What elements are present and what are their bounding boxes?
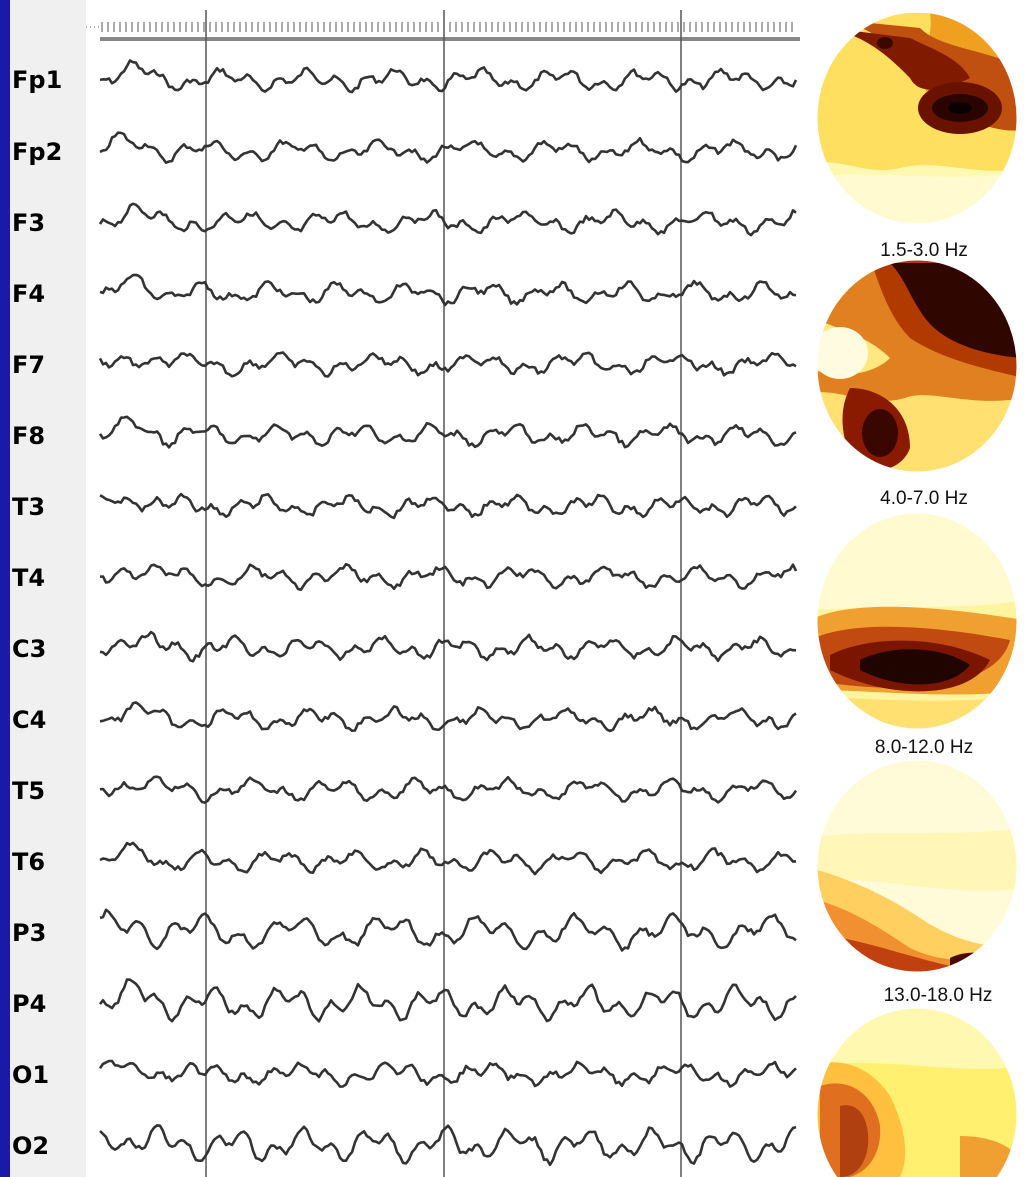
eeg-trace-panel [86,10,800,1177]
channel-label-p3: P3 [12,919,47,947]
eeg-trace-f7 [98,351,797,378]
eeg-trace-c4 [99,701,797,733]
eeg-trace-t4 [99,562,798,591]
channel-label-f4: F4 [12,280,46,308]
epoch-markers [205,10,682,1177]
channel-label-t5: T5 [12,777,46,805]
channel-label-t4: T4 [12,564,46,592]
topomap-band-2 [816,512,1018,730]
topomap-band-3 [816,759,1018,973]
band-label-1: 1.5-3.0 Hz [880,240,968,261]
channel-label-fp1: Fp1 [12,66,63,94]
channel-label-c4: C4 [12,706,47,734]
eeg-trace-t3 [99,492,797,520]
channel-label-column [10,0,86,1177]
eeg-trace-c3 [99,630,797,663]
eeg-trace-f4 [99,273,797,307]
time-ruler [86,22,800,41]
channel-label-o1: O1 [12,1061,50,1089]
topomap-band-0 [816,11,1018,225]
eeg-trace-p3 [99,908,797,952]
band-label-4: 13.0-18.0 Hz [883,985,993,1006]
eeg-trace-fp2 [99,131,798,164]
band-label-2: 4.0-7.0 Hz [880,488,968,509]
eeg-trace-fp1 [99,59,798,94]
eeg-trace-t6 [99,841,797,876]
topomap-band-4 [816,1007,1018,1177]
eeg-trace-f3 [98,202,797,237]
channel-label-c3: C3 [12,635,47,663]
channel-label-o2: O2 [12,1132,50,1160]
eeg-trace-o2 [99,1124,797,1167]
window-frame-bar [0,0,10,1177]
channel-label-p4: P4 [12,990,47,1018]
channel-label-fp2: Fp2 [12,138,63,166]
eeg-trace-f8 [98,415,797,449]
topomap-band-1 [816,259,1018,473]
channel-label-f7: F7 [12,351,46,379]
eeg-trace-t5 [99,775,798,804]
channel-label-f8: F8 [12,422,46,450]
band-label-3: 8.0-12.0 Hz [874,737,974,758]
channel-label-t3: T3 [12,493,46,521]
channel-label-t6: T6 [12,848,46,876]
eeg-trace-p4 [98,978,797,1023]
channel-label-f3: F3 [12,209,46,237]
eeg-trace-o1 [98,1059,797,1088]
eeg-traces [98,59,798,1167]
